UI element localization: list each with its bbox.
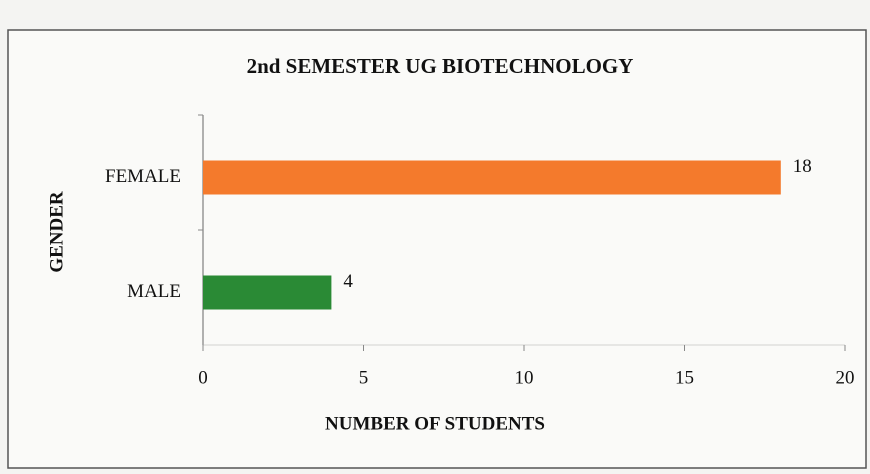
data-label: 18 bbox=[793, 156, 812, 177]
x-tick-label: 20 bbox=[836, 367, 855, 388]
x-axis-label: NUMBER OF STUDENTS bbox=[325, 413, 545, 434]
x-tick-label: 15 bbox=[675, 367, 694, 388]
chart-title: 2nd SEMESTER UG BIOTECHNOLOGY bbox=[247, 54, 634, 78]
y-tick-label: MALE bbox=[127, 281, 181, 302]
x-tick-label: 0 bbox=[198, 367, 208, 388]
data-label: 4 bbox=[343, 271, 353, 292]
y-tick-label: FEMALE bbox=[105, 166, 181, 187]
bar bbox=[203, 275, 332, 310]
x-tick-label: 5 bbox=[359, 367, 369, 388]
bar bbox=[203, 160, 781, 195]
chart-frame bbox=[7, 29, 867, 469]
x-tick-label: 10 bbox=[515, 367, 534, 388]
y-axis-label: GENDER bbox=[46, 191, 67, 273]
